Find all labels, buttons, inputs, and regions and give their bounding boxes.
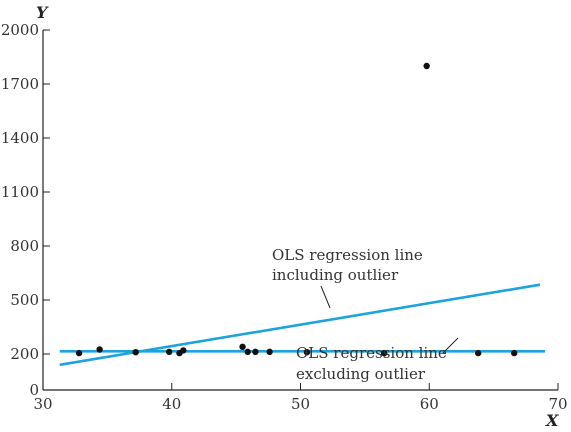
data-point — [266, 348, 273, 356]
data-point — [380, 349, 388, 357]
y-tick-label: 2000 — [1, 21, 39, 39]
annotation-including-pointer — [320, 285, 331, 309]
data-point — [75, 349, 83, 357]
x-tick-label: 30 — [33, 395, 52, 413]
data-point — [252, 348, 259, 356]
x-tick-label: 50 — [291, 395, 310, 413]
y-tick-label: 0 — [29, 381, 39, 399]
y-tick-label: 200 — [10, 345, 39, 363]
data-point — [165, 348, 173, 356]
x-tick-label: 70 — [548, 395, 567, 413]
y-tick-label: 1400 — [1, 129, 39, 147]
data-point — [511, 349, 518, 357]
data-point — [239, 343, 246, 350]
x-tick-label: 40 — [162, 395, 181, 413]
data-point — [180, 347, 187, 354]
y-tick-label: 1100 — [1, 183, 39, 201]
y-axis-title: Y — [36, 3, 49, 22]
data-point — [423, 62, 430, 70]
data-points — [75, 62, 518, 357]
data-point — [96, 346, 103, 353]
x-axis-title: X — [545, 411, 559, 430]
data-point — [303, 349, 311, 356]
data-point — [132, 349, 139, 356]
annotation-including-line2: including outlier — [272, 266, 399, 284]
regression-lines — [59, 283, 546, 367]
y-tick-label: 1700 — [1, 75, 39, 93]
axis-ticks — [42, 29, 559, 391]
annotation-excluding-line1: OLS regression line — [296, 344, 447, 362]
data-point — [244, 348, 251, 356]
y-tick-label: 800 — [10, 237, 39, 255]
annotation-excluding-pointer — [442, 337, 459, 354]
x-tick-label: 60 — [420, 395, 439, 413]
annotation-including-line1: OLS regression line — [272, 246, 423, 264]
y-tick-label: 500 — [10, 291, 39, 309]
annotation-excluding-line2: excluding outlier — [296, 365, 426, 383]
tick-labels: 0 200 500 800 1100 1400 1700 2000 30 40 50 60 70 — [1, 21, 568, 413]
data-point — [474, 349, 482, 357]
